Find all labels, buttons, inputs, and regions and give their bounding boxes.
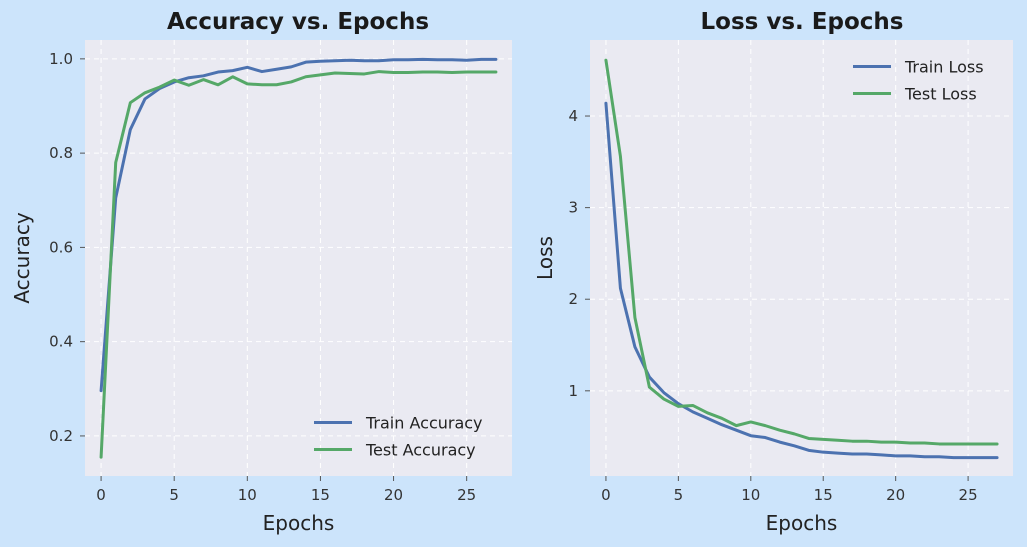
plot-area [590, 40, 1013, 476]
y-tick-label: 3 [568, 199, 578, 217]
x-tick-label: 20 [886, 486, 905, 504]
x-tick-label: 10 [741, 486, 760, 504]
y-tick-label: 4 [568, 107, 578, 125]
chart-title: Loss vs. Epochs [701, 9, 904, 35]
y-tick-label: 0.4 [49, 333, 73, 351]
test-loss-line [604, 58, 999, 446]
y-tick-label: 2 [568, 290, 578, 308]
x-tick-label: 15 [311, 486, 330, 504]
legend: Train Loss Test Loss [853, 58, 984, 104]
x-tick-label: 20 [384, 486, 403, 504]
test-accuracy-line [99, 70, 498, 459]
y-tick-label: 1.0 [49, 50, 73, 68]
x-tick-label: 15 [814, 486, 833, 504]
y-tick-label: 1 [568, 382, 578, 400]
y-tick-label: 0.6 [49, 238, 73, 256]
x-tick-label: 0 [601, 486, 611, 504]
x-tick-label: 25 [959, 486, 978, 504]
y-axis-label: Accuracy [10, 212, 34, 303]
legend-label: Train Accuracy [365, 414, 483, 433]
x-tick-label: 5 [169, 486, 179, 504]
x-tick-label: 10 [238, 486, 257, 504]
plot-area [85, 40, 512, 476]
y-tick-label: 0.8 [49, 144, 73, 162]
x-tick-label: 5 [674, 486, 684, 504]
train-loss-line [604, 101, 999, 460]
loss-chart: 0 5 10 15 20 25 1 2 3 4 Loss vs. Epochs Epochs Loss T… [533, 9, 1013, 535]
x-axis-label: Epochs [263, 511, 335, 535]
accuracy-chart: 0 5 10 15 20 25 0.2 0.4 0.6 0.8 1.0 Accuracy vs. Ep… [10, 9, 512, 535]
x-tick-label: 0 [96, 486, 106, 504]
y-tick-label: 0.2 [49, 427, 73, 445]
legend-label: Train Loss [904, 58, 984, 77]
x-tick-label: 25 [457, 486, 476, 504]
chart-title: Accuracy vs. Epochs [167, 9, 429, 35]
legend-label: Test Loss [904, 85, 977, 104]
legend-label: Test Accuracy [365, 441, 476, 460]
legend: Train Accuracy Test Accuracy [314, 414, 483, 460]
y-axis-label: Loss [533, 236, 557, 280]
x-axis-label: Epochs [766, 511, 838, 535]
